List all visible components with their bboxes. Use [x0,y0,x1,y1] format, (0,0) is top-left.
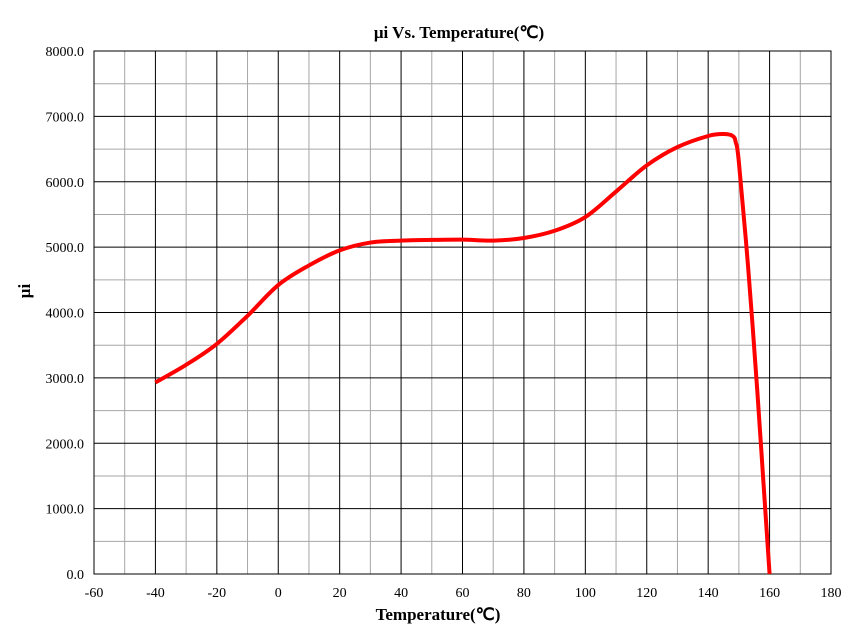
x-tick-label: 140 [698,586,719,601]
x-axis-label: Temperature(℃) [376,605,501,624]
x-tick-label: -60 [85,586,104,601]
x-tick-label: 180 [821,586,842,601]
chart-title: μi Vs. Temperature(℃) [374,23,544,42]
x-tick-label: -40 [146,586,165,601]
y-tick-label: 1000.0 [46,503,85,518]
x-tick-label: 20 [333,586,347,601]
x-tick-label: -20 [207,586,226,601]
y-tick-label: 3000.0 [46,372,85,387]
series-layer [154,132,772,575]
plot-area-border [93,50,832,575]
major-gridlines [93,50,832,575]
x-tick-label: 100 [575,586,596,601]
y-tick-labels: 0.0 1000.0 2000.0 3000.0 4000.0 5000.0 6000.0 7… [46,45,85,583]
x-tick-label: 120 [636,586,657,601]
x-tick-label: 80 [517,586,531,601]
y-tick-label: 4000.0 [46,307,85,322]
y-tick-label: 0.0 [67,568,85,583]
x-tick-label: 60 [456,586,470,601]
y-tick-label: 6000.0 [46,176,85,191]
y-tick-label: 8000.0 [46,45,85,60]
y-tick-label: 2000.0 [46,437,85,452]
y-axis-label: μi [15,284,34,299]
x-tick-label: 40 [394,586,408,601]
series-line [154,132,772,575]
x-tick-label: 0 [275,586,282,601]
x-tick-labels: -60 -40 -20 0 20 40 60 80 100 120 140 160 180 [85,586,842,601]
x-tick-label: 160 [759,586,780,601]
y-tick-label: 5000.0 [46,241,85,256]
y-tick-label: 7000.0 [46,110,85,125]
